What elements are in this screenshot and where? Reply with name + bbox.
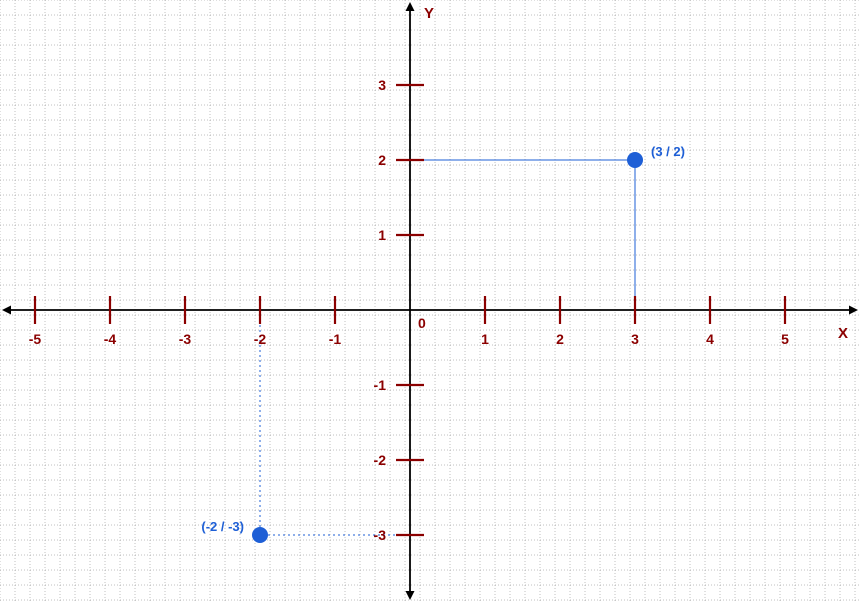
x-tick-label: 2 [556, 331, 564, 347]
x-tick-label: 4 [706, 331, 714, 347]
chart-svg: X Y -5 -4 -3 -2 -1 1 2 3 4 5 -3 -2 -1 1 2 3 0 (3 / 2) (-2 / … [0, 0, 860, 602]
x-tick-label: -3 [179, 331, 192, 347]
y-tick-label: -2 [374, 452, 387, 468]
plotted-point [252, 527, 268, 543]
x-tick-label: -4 [104, 331, 117, 347]
x-axis-label: X [838, 325, 848, 342]
x-tick-label: 1 [481, 331, 489, 347]
x-tick-label: 3 [631, 331, 639, 347]
point-label: (3 / 2) [651, 144, 685, 159]
y-axis-label: Y [424, 5, 434, 22]
point-label: (-2 / -3) [201, 519, 244, 534]
y-tick-label: 2 [378, 152, 386, 168]
coordinate-plane-chart: X Y -5 -4 -3 -2 -1 1 2 3 4 5 -3 -2 -1 1 2 3 0 (3 / 2) (-2 / … [0, 0, 860, 602]
plotted-point [627, 152, 643, 168]
y-tick-label: -1 [374, 377, 387, 393]
x-tick-label: -2 [254, 331, 267, 347]
x-tick-label: -1 [329, 331, 342, 347]
y-tick-label: -3 [374, 527, 387, 543]
y-tick-label: 3 [378, 77, 386, 93]
origin-label: 0 [418, 315, 426, 331]
x-tick-label: 5 [781, 331, 789, 347]
x-tick-label: -5 [29, 331, 42, 347]
y-tick-label: 1 [378, 227, 386, 243]
